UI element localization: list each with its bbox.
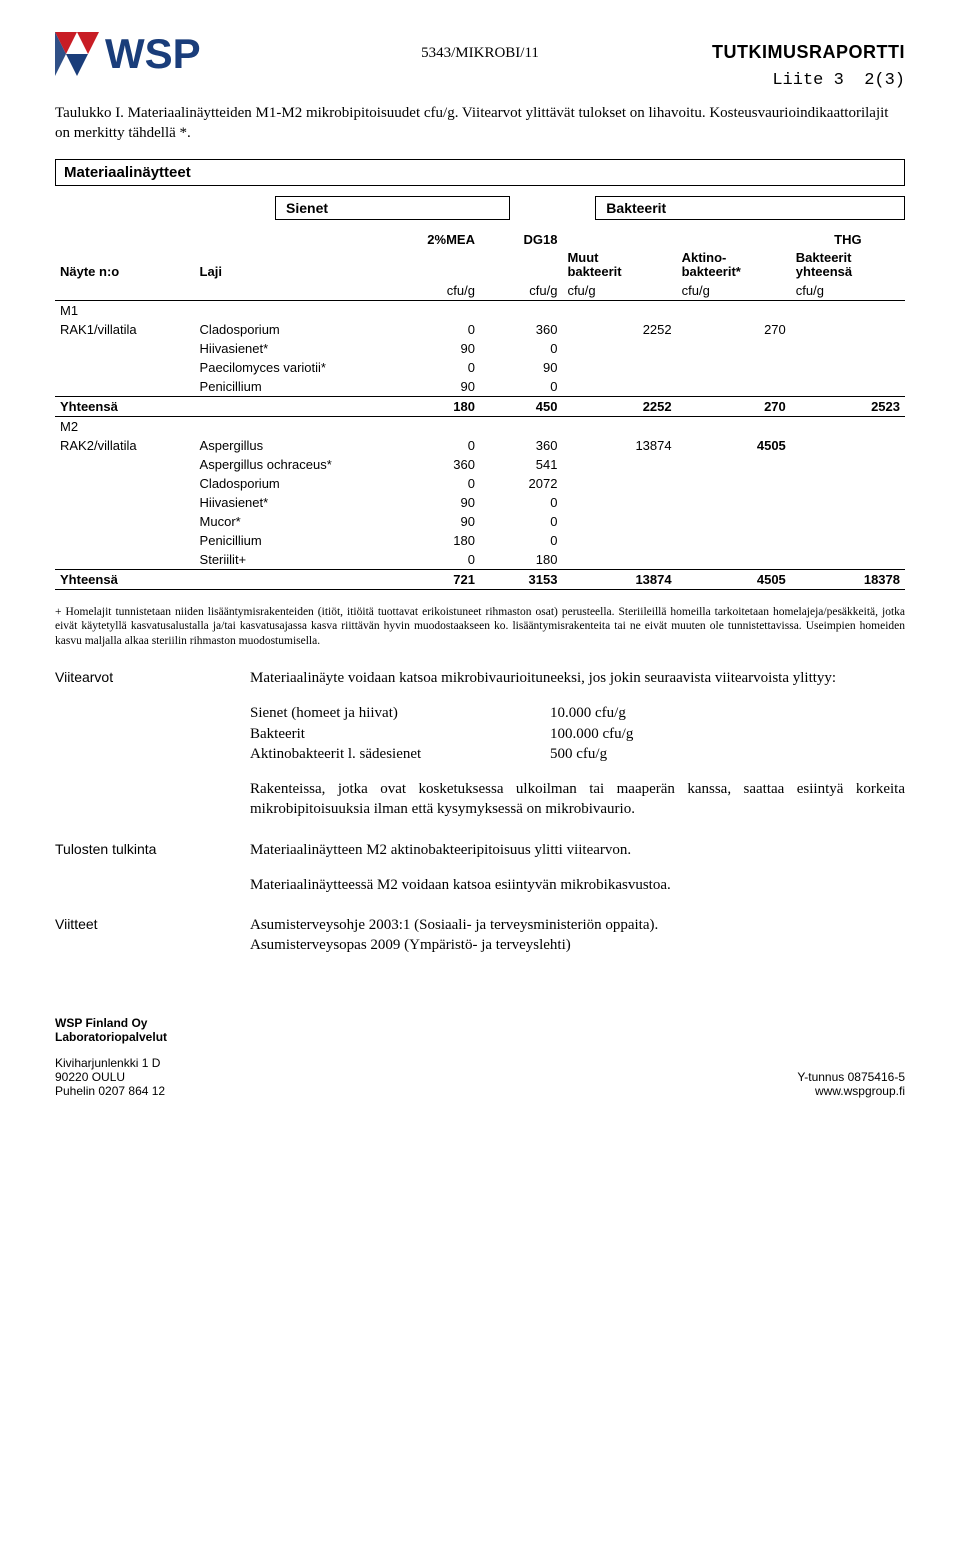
table-row: Cladosporium02072 <box>55 474 905 493</box>
footnote: + Homelajit tunnistetaan niiden lisäänty… <box>55 605 905 648</box>
footer-dept: Laboratoriopalvelut <box>55 1030 167 1044</box>
table-row: Penicillium900 <box>55 377 905 397</box>
footer-company: WSP Finland Oy <box>55 1016 167 1030</box>
table-units-row: cfu/g cfu/g cfu/g cfu/g cfu/g <box>55 281 905 301</box>
intro-paragraph: Taulukko I. Materiaalinäytteiden M1-M2 m… <box>55 103 905 144</box>
table-row: Aspergillus ochraceus*360541 <box>55 455 905 474</box>
table-row: Mucor*900 <box>55 512 905 531</box>
footer-addr1: Kiviharjunlenkki 1 D <box>55 1056 167 1070</box>
category-row: Sienet Bakteerit <box>275 196 905 220</box>
reference-row: Aktinobakteerit l. sädesienet500 cfu/g <box>250 744 905 764</box>
viitteet-label: Viitteet <box>55 915 250 956</box>
category-box-bakteerit: Bakteerit <box>595 196 905 220</box>
table-row: Penicillium1800 <box>55 531 905 550</box>
viitteet-block: Viitteet Asumisterveysohje 2003:1 (Sosia… <box>55 915 905 956</box>
footer-yt: Y-tunnus 0875416-5 <box>797 1070 905 1084</box>
tulkinta-label: Tulosten tulkinta <box>55 840 250 896</box>
table-row: M2 <box>55 417 905 437</box>
category-box-sienet: Sienet <box>275 196 510 220</box>
table-subheader-row: Näyte n:o Laji Muutbakteerit Aktino-bakt… <box>55 249 905 282</box>
table-row: RAK2/villatilaAspergillus0360138744505 <box>55 436 905 455</box>
table-row: Steriilit+0180 <box>55 550 905 570</box>
viitearvot-block: Viitearvot Materiaalinäyte voidaan katso… <box>55 668 905 820</box>
tulkinta-block: Tulosten tulkinta Materiaalinäytteen M2 … <box>55 840 905 896</box>
table-row: M1 <box>55 301 905 321</box>
table-row: Hiivasienet*900 <box>55 339 905 358</box>
footer-addr3: Puhelin 0207 864 12 <box>55 1084 167 1098</box>
page-header: WSP 5343/MIKROBI/11 TUTKIMUSRAPORTTI Lii… <box>55 30 905 78</box>
data-table: 2%MEA DG18 THG Näyte n:o Laji Muutbaktee… <box>55 230 905 591</box>
table-row: RAK1/villatilaCladosporium03602252270 <box>55 320 905 339</box>
col-aktino: Aktino-bakteerit* <box>677 249 791 282</box>
reference-row: Sienet (homeet ja hiivat)10.000 cfu/g <box>250 703 905 723</box>
table-row: Yhteensä721315313874450518378 <box>55 570 905 590</box>
viitearvot-label: Viitearvot <box>55 668 250 820</box>
logo: WSP <box>55 30 201 78</box>
section-title-box: Materiaalinäytteet <box>55 159 905 186</box>
viitteet-p1: Asumisterveysohje 2003:1 (Sosiaali- ja t… <box>250 915 905 935</box>
appendix-ref: Liite 3 2(3) <box>712 71 905 90</box>
table-row: Hiivasienet*900 <box>55 493 905 512</box>
viitteet-p2: Asumisterveysopas 2009 (Ympäristö- ja te… <box>250 935 905 955</box>
table-row: Yhteensä18045022522702523 <box>55 397 905 417</box>
footer-left: WSP Finland Oy Laboratoriopalvelut Kivih… <box>55 1016 167 1098</box>
reference-row: Bakteerit100.000 cfu/g <box>250 724 905 744</box>
logo-icon <box>55 32 99 76</box>
tulkinta-p2: Materiaalinäytteessä M2 voidaan katsoa e… <box>250 875 905 895</box>
logo-text: WSP <box>105 30 201 78</box>
reference-values: Sienet (homeet ja hiivat)10.000 cfu/gBak… <box>250 703 905 764</box>
footer-web: www.wspgroup.fi <box>797 1084 905 1098</box>
col-muut: Muutbakteerit <box>562 249 676 282</box>
table-body: M1RAK1/villatilaCladosporium03602252270H… <box>55 301 905 590</box>
report-title: TUTKIMUSRAPORTTI <box>712 42 905 63</box>
tulkinta-p1: Materiaalinäytteen M2 aktinobakteeripito… <box>250 840 905 860</box>
document-ref: 5343/MIKROBI/11 <box>421 45 539 62</box>
col-bakyht: Bakteerityhteensä <box>791 249 905 282</box>
page-footer: WSP Finland Oy Laboratoriopalvelut Kivih… <box>55 1016 905 1098</box>
table-row: Paecilomyces variotii*090 <box>55 358 905 377</box>
viitearvot-intro: Materiaalinäyte voidaan katsoa mikrobiva… <box>250 668 905 688</box>
footer-right: Y-tunnus 0875416-5 www.wspgroup.fi <box>797 1070 905 1098</box>
table-header-row: 2%MEA DG18 THG <box>55 230 905 249</box>
header-right: TUTKIMUSRAPORTTI Liite 3 2(3) <box>712 42 905 90</box>
viitearvot-extra: Rakenteissa, jotka ovat kosketuksessa ul… <box>250 779 905 820</box>
footer-addr2: 90220 OULU <box>55 1070 167 1084</box>
